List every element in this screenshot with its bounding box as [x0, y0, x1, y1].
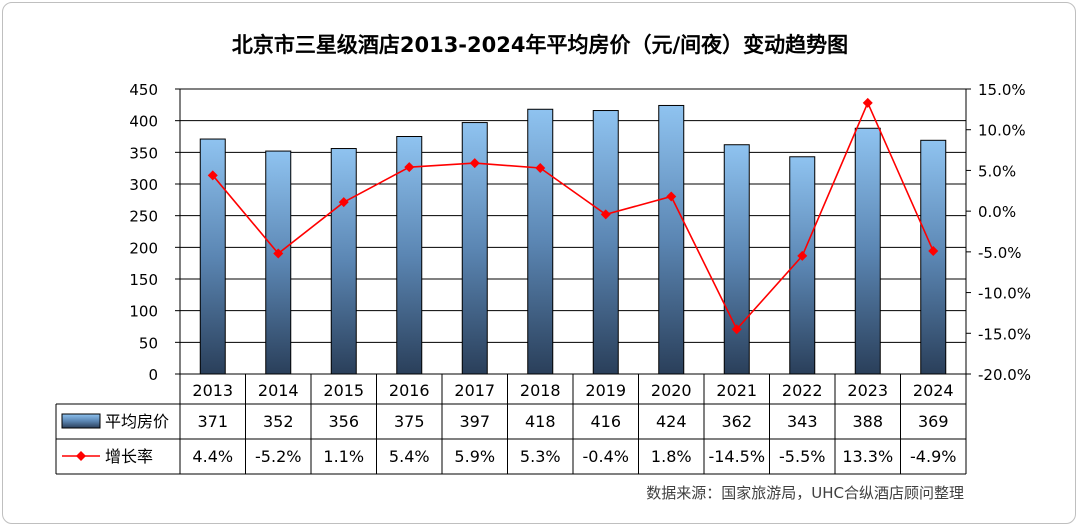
left-axis-tick-label: 350 — [129, 144, 158, 162]
table-cell-growth: 1.1% — [323, 447, 364, 466]
x-axis-category-label: 2018 — [520, 381, 561, 400]
left-axis-tick-label: 100 — [129, 303, 158, 321]
table-cell-growth: 4.4% — [192, 447, 233, 466]
x-axis-category-label: 2022 — [782, 381, 823, 400]
left-axis-tick-label: 0 — [148, 366, 158, 384]
right-axis-tick-label: 0.0% — [978, 203, 1016, 221]
legend-line-marker — [76, 451, 86, 461]
right-axis-tick-label: 5.0% — [978, 162, 1016, 180]
bar — [265, 150, 292, 375]
table-cell-growth: 5.4% — [389, 447, 430, 466]
right-axis-tick-label: -10.0% — [978, 285, 1031, 303]
table-cell-price: 375 — [394, 412, 425, 431]
bar — [592, 110, 619, 375]
left-axis-tick-label: 150 — [129, 271, 158, 289]
left-axis-tick-label: 400 — [129, 113, 158, 131]
table-cell-price: 369 — [918, 412, 949, 431]
table-cell-growth: 5.9% — [454, 447, 495, 466]
x-axis-category-label: 2019 — [585, 381, 626, 400]
right-axis-tick-label: -5.0% — [978, 244, 1022, 262]
right-axis-tick-label: 10.0% — [978, 122, 1026, 140]
growth-marker — [338, 197, 349, 208]
right-axis-tick-label: -15.0% — [978, 325, 1031, 343]
growth-marker — [600, 209, 611, 220]
table-cell-growth: 5.3% — [520, 447, 561, 466]
chart-title: 北京市三星级酒店2013-2024年平均房价（元/间夜）变动趋势图 — [232, 33, 848, 57]
growth-marker — [666, 191, 677, 202]
table-cell-price: 356 — [328, 412, 359, 431]
plot-area: 0 50 100 150 200 250 300 350 400 450 -20.0% -15.0% -… — [55, 81, 1031, 475]
table-cell-growth: -5.5% — [779, 447, 825, 466]
table-cell-price: 416 — [590, 412, 621, 431]
table-cell-price: 397 — [459, 412, 490, 431]
plot-border — [179, 88, 967, 375]
growth-marker — [928, 246, 939, 257]
right-axis-tick-label: 15.0% — [978, 81, 1026, 99]
table-cell-growth: -0.4% — [583, 447, 629, 466]
x-axis-category-label: 2013 — [192, 381, 233, 400]
x-axis-category-label: 2023 — [847, 381, 888, 400]
bar — [723, 144, 750, 375]
bar — [396, 136, 423, 375]
table-cell-price: 388 — [852, 412, 883, 431]
x-axis-category-label: 2017 — [454, 381, 495, 400]
bar — [920, 139, 947, 375]
right-axis-tick-label: -20.0% — [978, 366, 1031, 384]
table-cell-price: 424 — [656, 412, 687, 431]
table-cell-price: 352 — [263, 412, 294, 431]
bar — [854, 127, 881, 375]
table-cell-growth: -5.2% — [255, 447, 301, 466]
x-axis-category-label: 2014 — [258, 381, 299, 400]
bar — [330, 148, 357, 375]
growth-marker — [797, 250, 808, 261]
growth-marker — [469, 158, 480, 169]
growth-marker — [862, 97, 873, 108]
x-axis-category-label: 2016 — [389, 381, 430, 400]
table-cell-growth: 13.3% — [842, 447, 893, 466]
left-axis-tick-label: 450 — [129, 81, 158, 99]
table-cell-growth: 1.8% — [651, 447, 692, 466]
table-cell-growth: -4.9% — [910, 447, 956, 466]
left-axis-tick-label: 250 — [129, 208, 158, 226]
growth-marker — [535, 162, 546, 173]
growth-marker — [731, 324, 742, 335]
table-cell-price: 362 — [721, 412, 752, 431]
growth-marker — [404, 162, 415, 173]
bar — [527, 108, 554, 375]
x-axis-category-label: 2020 — [651, 381, 692, 400]
table-cell-price: 371 — [197, 412, 228, 431]
left-axis-tick-label: 200 — [129, 239, 158, 257]
legend-label-growth: 增长率 — [105, 447, 153, 466]
source-note: 数据来源：国家旅游局，UHC合纵酒店顾问整理 — [646, 484, 964, 502]
bar — [658, 104, 685, 375]
legend-bar-swatch — [61, 413, 101, 429]
table-cell-price: 418 — [525, 412, 556, 431]
growth-marker — [207, 170, 218, 181]
growth-line — [212, 100, 934, 331]
table-cell-price: 343 — [787, 412, 818, 431]
x-axis-category-label: 2021 — [716, 381, 757, 400]
table-cell-growth: -14.5% — [708, 447, 765, 466]
left-axis-tick-label: 50 — [139, 334, 158, 352]
left-axis-tick-label: 300 — [129, 176, 158, 194]
x-axis-category-label: 2024 — [913, 381, 954, 400]
x-axis-category-label: 2015 — [323, 381, 364, 400]
growth-marker — [273, 248, 284, 259]
legend-label-price: 平均房价 — [105, 412, 169, 431]
